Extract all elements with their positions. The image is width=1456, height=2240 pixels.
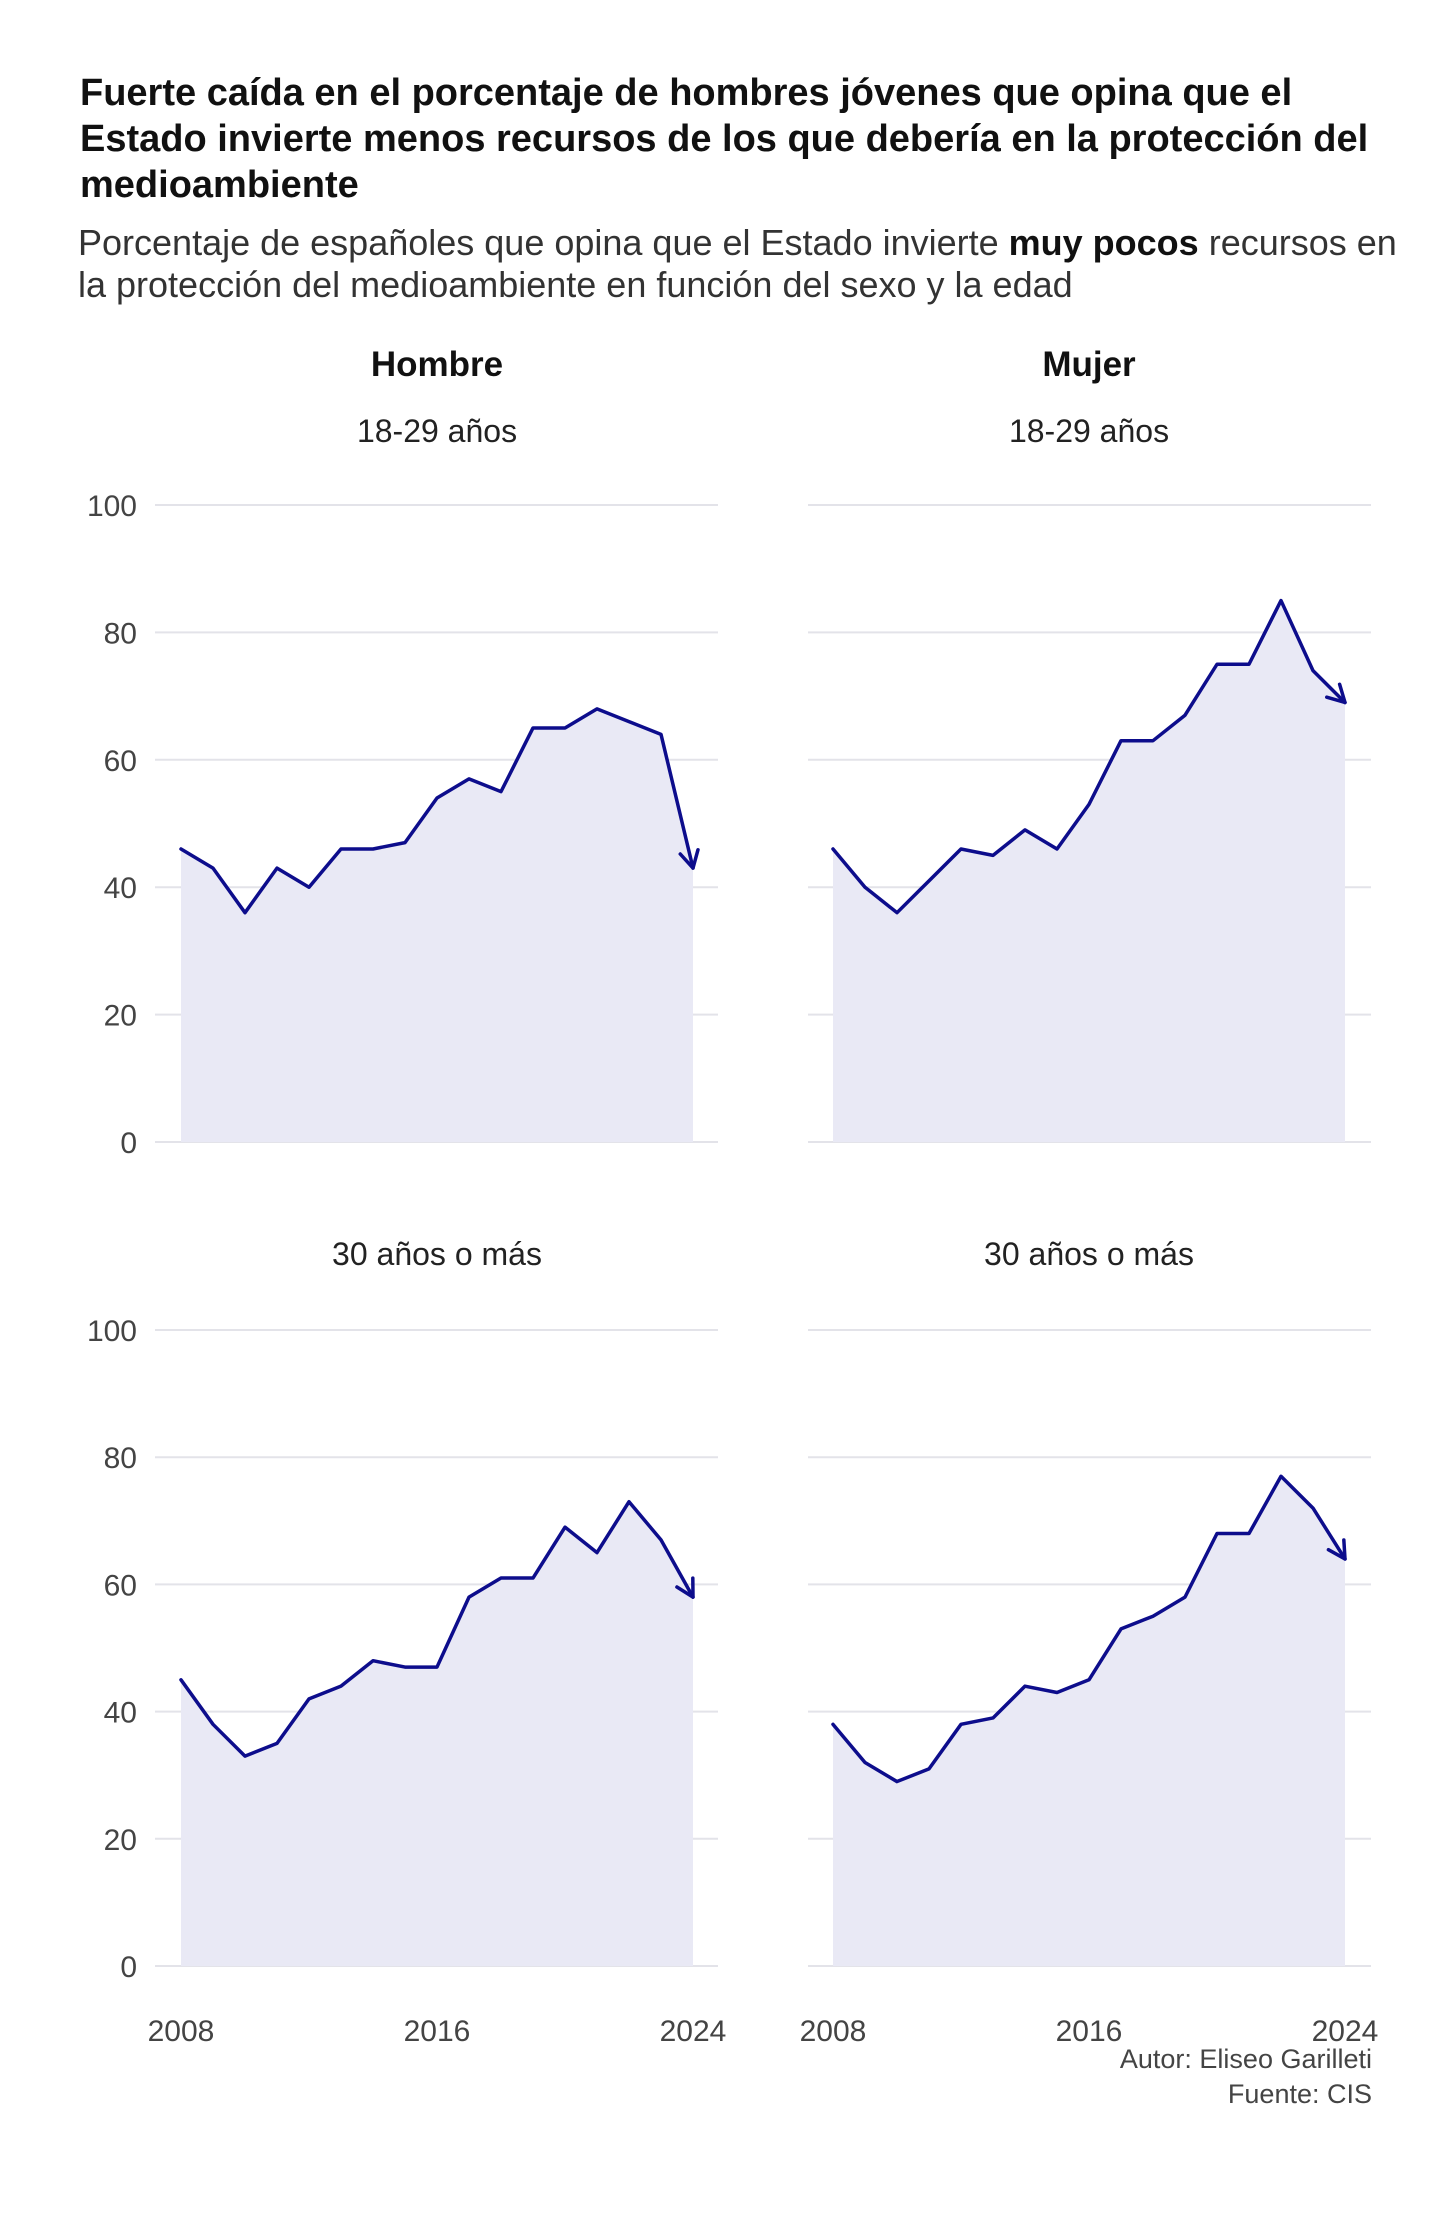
y-tick-label: 100 — [87, 490, 137, 523]
chart-title: Fuerte caída en el porcentaje de hombres… — [80, 72, 1369, 206]
trend-arrow-head — [1326, 1538, 1347, 1561]
series-area — [181, 708, 693, 1142]
source-credit: Fuente: CIS — [1227, 2079, 1372, 2109]
series-line — [831, 1474, 1347, 1784]
trend-arrow-head — [675, 1576, 695, 1599]
subtitle-text-start: Porcentaje de españoles que opina que el… — [78, 222, 1009, 263]
column-headers: Hombre Mujer — [371, 345, 1136, 384]
panel-0: 18-29 años 0 20 40 60 80 100 — [87, 413, 718, 1160]
panel-age-label: 30 años o más — [332, 1236, 542, 1272]
panel-1: 18-29 años — [808, 413, 1371, 1143]
trend-arrow-head — [678, 848, 700, 870]
y-tick-label: 40 — [104, 1697, 137, 1730]
credits: Autor: Eliseo Garilleti Fuente: CIS — [1120, 2042, 1372, 2112]
trend-arrow-head — [1325, 682, 1347, 705]
series-line — [179, 707, 695, 915]
x-tick-label: 2024 — [660, 2015, 727, 2048]
panel-2: 30 años o más 0 20 40 60 80 100 2008 2016 2024 — [87, 1236, 726, 2048]
chart-subtitle: Porcentaje de españoles que opina que el… — [78, 222, 1398, 306]
y-tick-label: 60 — [104, 745, 137, 778]
y-tick-label: 80 — [104, 1442, 137, 1475]
x-tick-label: 2024 — [1312, 2015, 1379, 2048]
x-tick-label: 2008 — [800, 2015, 867, 2048]
y-tick-label: 20 — [104, 1824, 137, 1857]
series-area — [181, 1501, 693, 1966]
x-tick-label: 2016 — [1056, 2015, 1123, 2048]
y-tick-label: 0 — [120, 1127, 137, 1160]
series-area — [833, 600, 1345, 1142]
panel-age-label: 30 años o más — [984, 1236, 1194, 1272]
series-area — [833, 1476, 1345, 1966]
series-line — [179, 1499, 695, 1758]
panel-age-label: 18-29 años — [1009, 413, 1169, 449]
subtitle-text-end: recursos en la protección del medioambie… — [78, 222, 1397, 305]
y-tick-label: 40 — [104, 872, 137, 905]
y-tick-label: 20 — [104, 1000, 137, 1033]
column-header-0: Hombre — [371, 345, 503, 384]
series-line — [831, 598, 1347, 915]
panel-age-label: 18-29 años — [357, 413, 517, 449]
y-tick-label: 100 — [87, 1315, 137, 1348]
panel-3: 30 años o más 2008 2016 2024 — [800, 1236, 1379, 2048]
x-tick-label: 2008 — [148, 2015, 215, 2048]
chart-panels: 18-29 años 0 20 40 60 80 100 18-29 años 30 años … — [87, 413, 1378, 2048]
y-tick-label: 60 — [104, 1569, 137, 1602]
y-tick-label: 0 — [120, 1951, 137, 1984]
subtitle-emphasis: muy pocos — [1008, 222, 1199, 263]
x-tick-label: 2016 — [404, 2015, 471, 2048]
y-tick-label: 80 — [104, 617, 137, 650]
author-credit: Autor: Eliseo Garilleti — [1119, 2044, 1372, 2074]
column-header-1: Mujer — [1042, 345, 1136, 384]
